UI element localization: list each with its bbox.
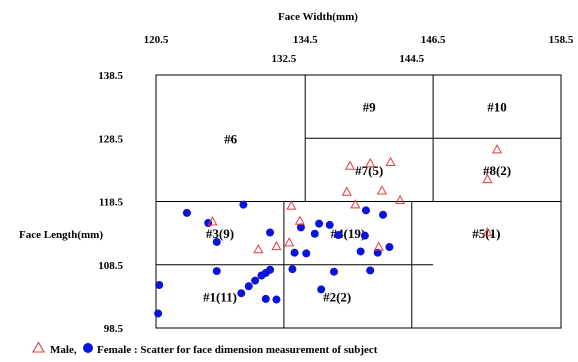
female-point-17 bbox=[290, 248, 299, 257]
male-point-3 bbox=[284, 237, 295, 247]
female-point-20 bbox=[310, 229, 319, 238]
female-point-19 bbox=[302, 249, 311, 258]
female-point-16 bbox=[288, 265, 297, 274]
x-tick-label-3: 158.5 bbox=[549, 34, 574, 46]
cell-label-7: #8(2) bbox=[483, 163, 511, 178]
female-point-23 bbox=[325, 220, 334, 229]
male-point-9 bbox=[365, 158, 376, 168]
male-point-4 bbox=[286, 200, 297, 210]
female-point-24 bbox=[329, 267, 338, 276]
male-point-15 bbox=[482, 226, 493, 237]
cell-label-6: #7(5) bbox=[355, 163, 383, 178]
male-point-12 bbox=[385, 156, 396, 166]
data-points bbox=[154, 144, 503, 318]
male-point-16 bbox=[492, 144, 503, 154]
axis-text: Face Width(mm) Face Length(mm) 120.5 134.… bbox=[19, 11, 574, 335]
female-point-7 bbox=[239, 200, 248, 209]
cell-grid bbox=[155, 74, 562, 329]
legend: Male, Female : Scatter for face dimensio… bbox=[32, 341, 378, 356]
male-point-5 bbox=[294, 215, 305, 225]
female-point-5 bbox=[212, 237, 221, 246]
female-legend-marker bbox=[83, 343, 93, 353]
female-point-26 bbox=[356, 247, 365, 256]
x-tick-label-inner-0: 132.5 bbox=[272, 53, 297, 65]
cell-labels: #1(11) #2(2)#3(9) #4(19) #5(1)#6#7(5) #8(2)#… bbox=[203, 100, 511, 305]
x-tick-label-1: 134.5 bbox=[293, 34, 318, 46]
female-point-0 bbox=[154, 309, 163, 318]
female-point-2 bbox=[182, 208, 191, 217]
female-point-9 bbox=[251, 276, 260, 285]
male-point-2 bbox=[271, 240, 282, 251]
y-tick-label-4: 98.5 bbox=[104, 323, 124, 335]
female-point-27 bbox=[360, 231, 369, 240]
x-tick-label-inner-1: 144.5 bbox=[399, 53, 424, 65]
cell-label-0: #1(11) bbox=[203, 289, 237, 304]
female-point-18 bbox=[296, 223, 305, 232]
cell-label-1: #2(2) bbox=[323, 289, 351, 304]
cell-label-9: #10 bbox=[487, 100, 507, 115]
female-point-22 bbox=[317, 285, 326, 294]
male-point-14 bbox=[482, 173, 493, 184]
female-point-25 bbox=[334, 231, 343, 240]
legend-male-label: Male, bbox=[50, 344, 77, 356]
x-axis-label: Face Width(mm) bbox=[278, 11, 358, 23]
cell-label-5: #6 bbox=[224, 131, 238, 146]
x-tick-label-2: 146.5 bbox=[421, 34, 446, 46]
female-point-29 bbox=[366, 266, 375, 275]
y-tick-label-0: 138.5 bbox=[98, 70, 123, 82]
female-point-32 bbox=[385, 243, 394, 252]
legend-female-label: Female : Scatter for face dimension meas… bbox=[97, 344, 378, 356]
male-point-13 bbox=[395, 194, 406, 204]
female-point-28 bbox=[361, 206, 370, 215]
male-point-0 bbox=[207, 216, 218, 226]
female-point-8 bbox=[244, 282, 253, 291]
cell-label-2: #3(9) bbox=[206, 226, 234, 241]
female-point-1 bbox=[155, 280, 164, 289]
x-tick-label-0: 120.5 bbox=[144, 34, 169, 46]
male-point-10 bbox=[373, 241, 384, 251]
cell-label-8: #9 bbox=[363, 100, 377, 115]
male-point-8 bbox=[350, 199, 361, 209]
female-point-4 bbox=[212, 267, 221, 276]
cell-label-4: #5(1) bbox=[472, 226, 500, 241]
y-tick-label-3: 108.5 bbox=[98, 260, 123, 272]
male-point-7 bbox=[344, 160, 356, 170]
female-point-21 bbox=[315, 219, 324, 228]
male-legend-marker bbox=[32, 341, 45, 353]
female-point-6 bbox=[237, 289, 246, 298]
male-point-1 bbox=[253, 244, 264, 254]
male-point-6 bbox=[341, 186, 352, 196]
female-point-11 bbox=[261, 294, 270, 303]
y-tick-label-2: 118.5 bbox=[99, 197, 124, 209]
female-point-14 bbox=[266, 228, 275, 237]
male-point-11 bbox=[376, 185, 387, 195]
female-point-31 bbox=[379, 210, 388, 219]
y-axis-label: Face Length(mm) bbox=[19, 229, 103, 241]
y-tick-label-1: 128.5 bbox=[98, 133, 123, 145]
female-point-13 bbox=[266, 265, 275, 274]
female-point-15 bbox=[272, 295, 281, 304]
